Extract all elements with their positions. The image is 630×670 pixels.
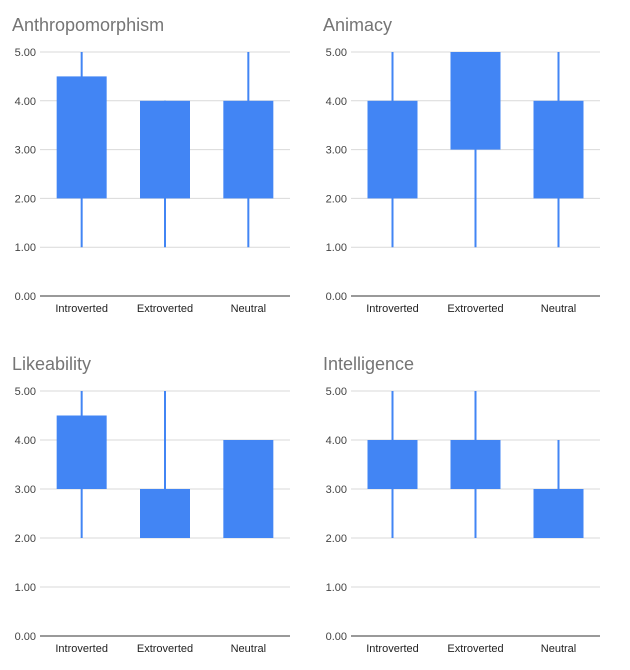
category-label: Introverted [55,303,108,315]
chart-2: Likeability 0.00 1.00 2.00 3.00 4.00 5.00 Intro… [12,354,290,655]
category-label: Extroverted [447,303,503,315]
chart-title: Anthropomorphism [12,15,164,35]
category-label: Extroverted [447,643,503,655]
box-1: Extroverted [137,391,193,655]
y-tick-label: 5.00 [15,386,36,398]
y-tick-label: 2.00 [15,193,36,205]
box-0: Introverted [55,52,108,315]
chart-title: Likeability [12,354,91,374]
category-label: Neutral [231,303,266,315]
category-label: Introverted [366,303,419,315]
y-tick-label: 0.00 [326,631,347,643]
category-label: Neutral [541,303,576,315]
box-2: Neutral [223,440,274,655]
box-body [223,440,274,538]
y-tick-label: 4.00 [326,96,347,108]
category-label: Introverted [55,643,108,655]
y-tick-label: 1.00 [326,582,347,594]
box-0: Introverted [366,52,419,315]
chart-title: Intelligence [323,354,414,374]
chart-1: Animacy 0.00 1.00 2.00 3.00 4.00 5.00 Introvert… [323,15,600,315]
y-tick-label: 0.00 [326,291,347,303]
box-0: Introverted [55,391,108,655]
box-body [367,100,418,199]
y-tick-label: 5.00 [15,47,36,59]
box-0: Introverted [366,391,419,655]
category-label: Extroverted [137,643,193,655]
y-tick-label: 4.00 [15,96,36,108]
y-tick-label: 3.00 [15,484,36,496]
chart-3: Intelligence 0.00 1.00 2.00 3.00 4.00 5.00 Intr… [323,354,600,655]
y-tick-label: 1.00 [326,242,347,254]
y-tick-label: 3.00 [15,145,36,157]
box-body [223,100,274,199]
box-body [140,100,190,199]
y-tick-label: 4.00 [15,435,36,447]
category-label: Extroverted [137,303,193,315]
y-tick-label: 1.00 [15,242,36,254]
y-tick-label: 2.00 [326,533,347,545]
box-1: Extroverted [447,52,504,315]
box-1: Extroverted [447,391,504,655]
box-body [450,440,501,489]
y-tick-label: 0.00 [15,631,36,643]
y-tick-label: 3.00 [326,484,347,496]
category-label: Neutral [231,643,266,655]
box-body [533,100,584,199]
box-1: Extroverted [137,100,193,315]
y-tick-label: 2.00 [15,533,36,545]
box-2: Neutral [223,52,274,315]
box-body [56,415,107,489]
box-body [367,440,418,489]
category-label: Introverted [366,643,419,655]
y-tick-label: 5.00 [326,386,347,398]
chart-title: Animacy [323,15,392,35]
box-body [533,489,584,538]
y-tick-label: 1.00 [15,582,36,594]
y-tick-label: 4.00 [326,435,347,447]
y-tick-label: 5.00 [326,47,347,59]
box-2: Neutral [533,52,584,315]
box-body [140,489,190,538]
y-tick-label: 2.00 [326,193,347,205]
y-tick-label: 3.00 [326,145,347,157]
box-body [450,52,501,150]
y-tick-label: 0.00 [15,291,36,303]
box-2: Neutral [533,440,584,655]
box-body [56,76,107,199]
chart-0: Anthropomorphism 0.00 1.00 2.00 3.00 4.00 5.00… [12,15,290,315]
category-label: Neutral [541,643,576,655]
